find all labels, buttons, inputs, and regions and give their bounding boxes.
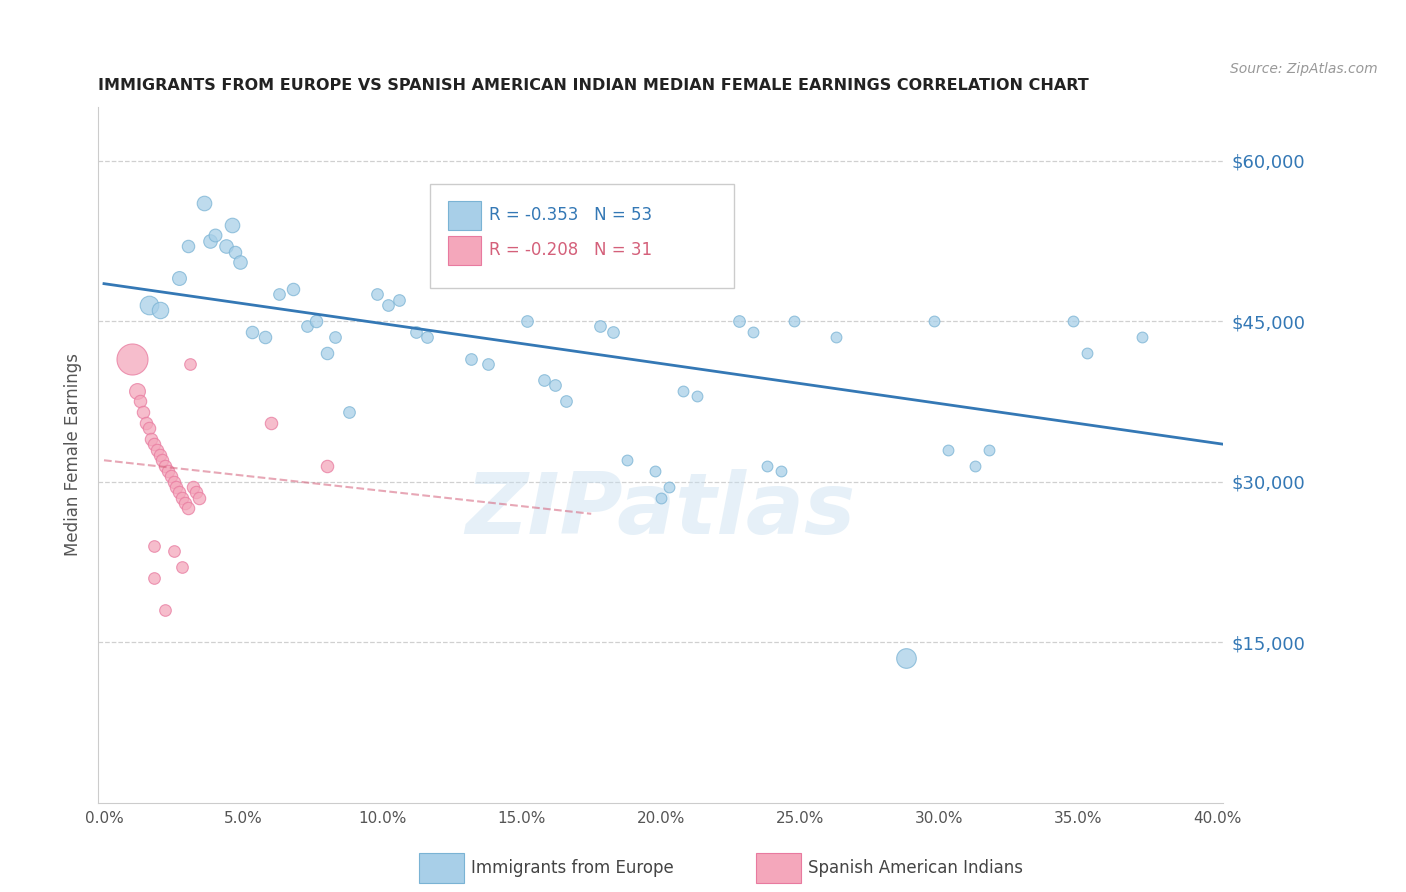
Point [769, 464, 792, 478]
Point [783, 314, 806, 328]
Point [377, 298, 399, 312]
Point [162, 544, 184, 558]
Point [260, 416, 283, 430]
Point [269, 287, 291, 301]
Point [143, 571, 166, 585]
Point [155, 458, 177, 473]
Point [405, 325, 427, 339]
Point [516, 314, 538, 328]
Point [658, 480, 681, 494]
Point [215, 239, 238, 253]
Point [187, 491, 209, 505]
Point [159, 469, 181, 483]
Point [229, 255, 252, 269]
Point [254, 330, 277, 344]
Point [149, 448, 172, 462]
Text: Spanish American Indians: Spanish American Indians [808, 859, 1024, 877]
Point [741, 325, 763, 339]
Point [179, 357, 201, 371]
Point [1132, 330, 1154, 344]
Point [644, 464, 666, 478]
Text: Immigrants from Europe: Immigrants from Europe [471, 859, 673, 877]
Text: Source: ZipAtlas.com: Source: ZipAtlas.com [1230, 62, 1378, 77]
Point [143, 539, 166, 553]
Y-axis label: Median Female Earnings: Median Female Earnings [65, 353, 83, 557]
Point [149, 303, 172, 318]
Point [157, 464, 180, 478]
Point [416, 330, 439, 344]
Point [135, 416, 157, 430]
Point [198, 234, 221, 248]
Point [167, 271, 190, 285]
Point [170, 560, 193, 574]
Point [616, 453, 638, 467]
Point [162, 475, 184, 489]
Point [176, 501, 198, 516]
Point [155, 603, 177, 617]
Point [686, 389, 709, 403]
Point [143, 437, 166, 451]
Point [1062, 314, 1084, 328]
Point [825, 330, 848, 344]
Text: IMMIGRANTS FROM EUROPE VS SPANISH AMERICAN INDIAN MEDIAN FEMALE EARNINGS CORRELA: IMMIGRANTS FROM EUROPE VS SPANISH AMERIC… [98, 78, 1090, 94]
Point [979, 442, 1001, 457]
Point [337, 405, 360, 419]
Point [204, 228, 226, 243]
Point [555, 394, 578, 409]
Point [315, 346, 337, 360]
FancyBboxPatch shape [449, 201, 481, 230]
Point [173, 496, 195, 510]
Point [588, 319, 610, 334]
Point [460, 351, 482, 366]
Point [755, 458, 778, 473]
Point [1076, 346, 1098, 360]
Point [193, 196, 215, 211]
Point [894, 651, 917, 665]
Point [152, 453, 174, 467]
Point [132, 405, 155, 419]
Text: R = -0.353   N = 53: R = -0.353 N = 53 [489, 206, 652, 224]
Point [240, 325, 263, 339]
Point [544, 378, 567, 392]
FancyBboxPatch shape [449, 235, 481, 265]
Point [650, 491, 672, 505]
Text: R = -0.208   N = 31: R = -0.208 N = 31 [489, 241, 652, 259]
Point [167, 485, 190, 500]
Point [727, 314, 749, 328]
Point [388, 293, 411, 307]
Point [323, 330, 346, 344]
Point [533, 373, 555, 387]
Point [965, 458, 987, 473]
Point [304, 314, 326, 328]
Point [922, 314, 945, 328]
Point [138, 421, 160, 435]
Text: ZIPatlas: ZIPatlas [465, 469, 856, 552]
Point [138, 298, 160, 312]
Point [121, 351, 143, 366]
Point [315, 458, 337, 473]
Point [224, 244, 246, 259]
Point [176, 239, 198, 253]
Point [602, 325, 624, 339]
Point [672, 384, 695, 398]
Point [936, 442, 959, 457]
Point [366, 287, 388, 301]
Point [283, 282, 305, 296]
Point [297, 319, 319, 334]
FancyBboxPatch shape [430, 184, 734, 288]
Point [170, 491, 193, 505]
Point [141, 432, 163, 446]
Point [184, 485, 207, 500]
Point [146, 442, 169, 457]
Point [165, 480, 187, 494]
Point [127, 384, 149, 398]
Point [129, 394, 152, 409]
Point [181, 480, 204, 494]
Point [477, 357, 499, 371]
Point [221, 218, 243, 232]
